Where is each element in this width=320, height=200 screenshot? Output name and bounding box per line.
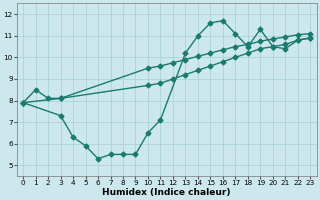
X-axis label: Humidex (Indice chaleur): Humidex (Indice chaleur): [102, 188, 231, 197]
